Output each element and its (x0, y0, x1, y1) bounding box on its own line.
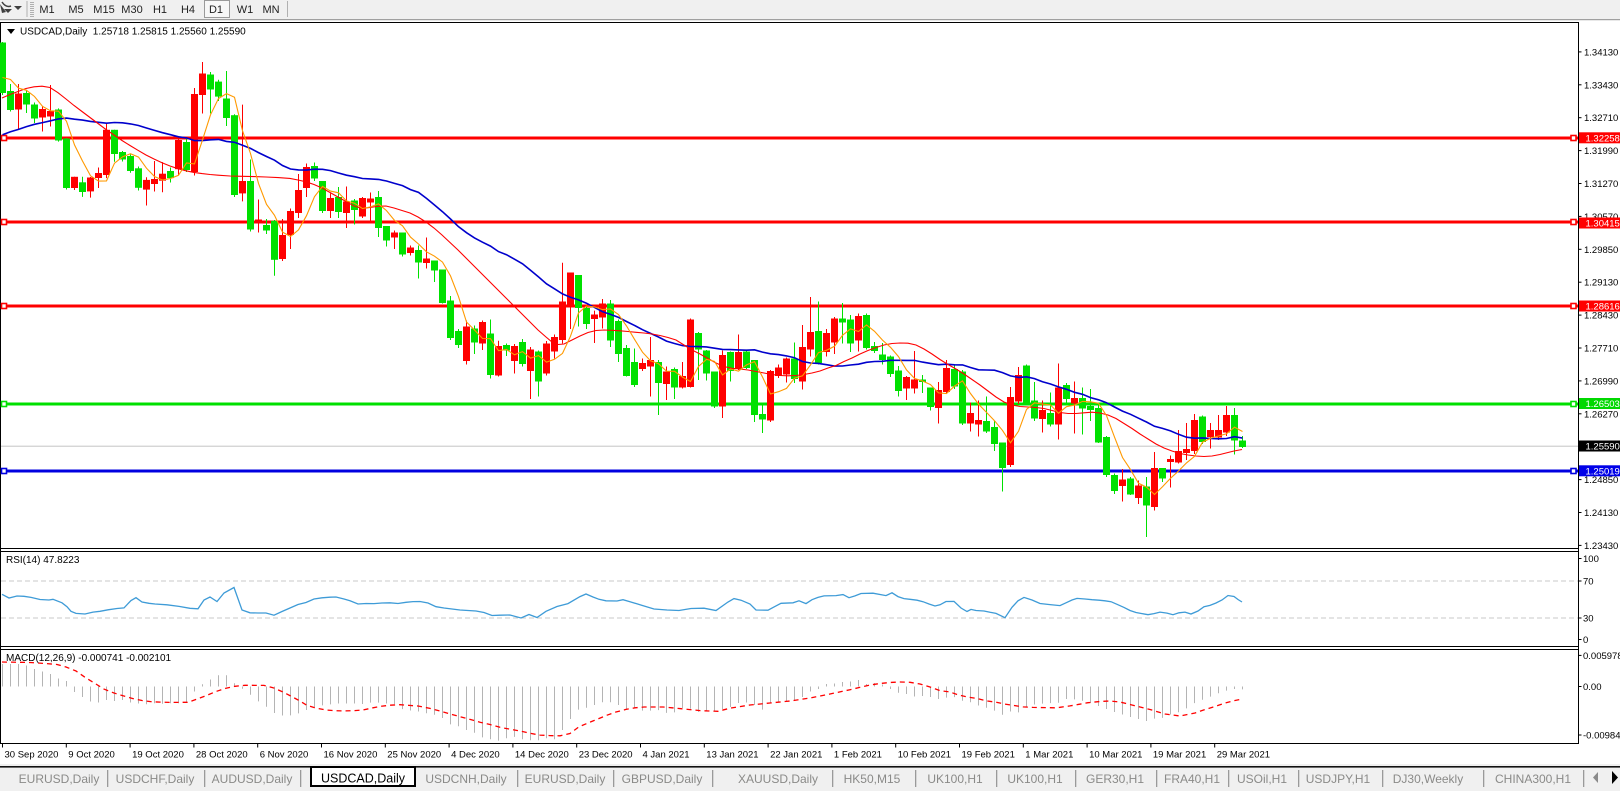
svg-text:1.26990: 1.26990 (1584, 376, 1618, 387)
svg-text:1.23430: 1.23430 (1584, 541, 1618, 552)
svg-text:1.33430: 1.33430 (1584, 80, 1618, 91)
svg-text:1.29130: 1.29130 (1584, 278, 1618, 289)
svg-text:1.32258: 1.32258 (1586, 133, 1620, 144)
svg-text:M1: M1 (39, 4, 54, 16)
svg-text:100: 100 (1583, 554, 1599, 565)
svg-text:MACD(12,26,9) -0.000741 -0.002: MACD(12,26,9) -0.000741 -0.002101 (6, 653, 172, 664)
svg-text:14 Dec 2020: 14 Dec 2020 (515, 750, 569, 761)
svg-text:1.28616: 1.28616 (1586, 302, 1620, 313)
svg-text:FRA40,H1: FRA40,H1 (1164, 772, 1220, 786)
svg-text:USDCAD,Daily 1.25718 1.25815: USDCAD,Daily 1.25718 1.25815 1.25560 1.2… (20, 27, 246, 38)
svg-text:6 Nov 2020: 6 Nov 2020 (260, 750, 309, 761)
svg-text:1.29850: 1.29850 (1584, 245, 1618, 256)
svg-text:1.28430: 1.28430 (1584, 311, 1618, 322)
svg-text:USOil,H1: USOil,H1 (1237, 772, 1287, 786)
svg-text:13 Jan 2021: 13 Jan 2021 (706, 750, 758, 761)
svg-text:70: 70 (1583, 577, 1594, 588)
svg-text:30: 30 (1583, 614, 1594, 625)
svg-text:0.005978: 0.005978 (1583, 651, 1620, 662)
svg-text:M15: M15 (93, 4, 114, 16)
svg-text:USDCAD,Daily: USDCAD,Daily (321, 772, 406, 786)
svg-text:1.25590: 1.25590 (1586, 442, 1620, 453)
svg-text:M5: M5 (68, 4, 83, 16)
svg-text:1.31270: 1.31270 (1584, 179, 1618, 190)
svg-text:30 Sep 2020: 30 Sep 2020 (5, 750, 59, 761)
svg-text:22 Jan 2021: 22 Jan 2021 (770, 750, 822, 761)
svg-text:1.30570: 1.30570 (1584, 212, 1618, 223)
svg-text:1.30415: 1.30415 (1586, 219, 1620, 230)
svg-text:9 Oct 2020: 9 Oct 2020 (68, 750, 114, 761)
svg-text:1.25019: 1.25019 (1586, 466, 1620, 477)
svg-text:AUDUSD,Daily: AUDUSD,Daily (212, 772, 293, 786)
svg-text:GBPUSD,Daily: GBPUSD,Daily (622, 772, 703, 786)
svg-text:DJ30,Weekly: DJ30,Weekly (1393, 772, 1463, 786)
svg-text:1 Feb 2021: 1 Feb 2021 (834, 750, 882, 761)
svg-text:1.34130: 1.34130 (1584, 47, 1618, 58)
svg-text:USDJPY,H1: USDJPY,H1 (1306, 772, 1371, 786)
svg-text:23 Dec 2020: 23 Dec 2020 (579, 750, 633, 761)
svg-text:USDCNH,Daily: USDCNH,Daily (425, 772, 506, 786)
svg-text:MN: MN (262, 4, 279, 16)
svg-text:-0.009849: -0.009849 (1583, 731, 1620, 742)
svg-text:W1: W1 (237, 4, 254, 16)
svg-text:19 Oct 2020: 19 Oct 2020 (132, 750, 184, 761)
svg-text:1 Mar 2021: 1 Mar 2021 (1025, 750, 1073, 761)
svg-text:RSI(14) 47.8223: RSI(14) 47.8223 (6, 555, 80, 566)
svg-text:1.31990: 1.31990 (1584, 146, 1618, 157)
svg-text:HK50,M15: HK50,M15 (844, 772, 901, 786)
svg-text:10 Feb 2021: 10 Feb 2021 (898, 750, 951, 761)
svg-text:USDCHF,Daily: USDCHF,Daily (116, 772, 195, 786)
svg-text:D1: D1 (209, 4, 223, 16)
svg-text:EURUSD,Daily: EURUSD,Daily (525, 772, 606, 786)
svg-text:10 Mar 2021: 10 Mar 2021 (1089, 750, 1142, 761)
svg-text:16 Nov 2020: 16 Nov 2020 (324, 750, 378, 761)
svg-text:EURUSD,Daily: EURUSD,Daily (19, 772, 100, 786)
svg-text:H1: H1 (153, 4, 167, 16)
svg-text:19 Feb 2021: 19 Feb 2021 (962, 750, 1015, 761)
svg-text:M30: M30 (121, 4, 142, 16)
svg-text:XAUUSD,Daily: XAUUSD,Daily (738, 772, 818, 786)
svg-text:1.24130: 1.24130 (1584, 508, 1618, 519)
svg-text:CHINA300,H1: CHINA300,H1 (1495, 772, 1571, 786)
svg-text:4 Jan 2021: 4 Jan 2021 (643, 750, 690, 761)
svg-text:H4: H4 (181, 4, 195, 16)
svg-text:25 Nov 2020: 25 Nov 2020 (387, 750, 441, 761)
svg-text:1.32710: 1.32710 (1584, 113, 1618, 124)
svg-text:1.24850: 1.24850 (1584, 475, 1618, 486)
svg-text:1.27710: 1.27710 (1584, 344, 1618, 355)
svg-text:29 Mar 2021: 29 Mar 2021 (1217, 750, 1270, 761)
svg-text:UK100,H1: UK100,H1 (927, 772, 983, 786)
svg-text:0: 0 (1583, 635, 1588, 646)
svg-text:1.26270: 1.26270 (1584, 409, 1618, 420)
svg-text:0.00: 0.00 (1583, 682, 1602, 693)
svg-text:1.26503: 1.26503 (1586, 399, 1620, 410)
svg-text:GER30,H1: GER30,H1 (1086, 772, 1144, 786)
svg-text:28 Oct 2020: 28 Oct 2020 (196, 750, 248, 761)
svg-text:UK100,H1: UK100,H1 (1007, 772, 1063, 786)
svg-text:4 Dec 2020: 4 Dec 2020 (451, 750, 500, 761)
svg-text:19 Mar 2021: 19 Mar 2021 (1153, 750, 1206, 761)
